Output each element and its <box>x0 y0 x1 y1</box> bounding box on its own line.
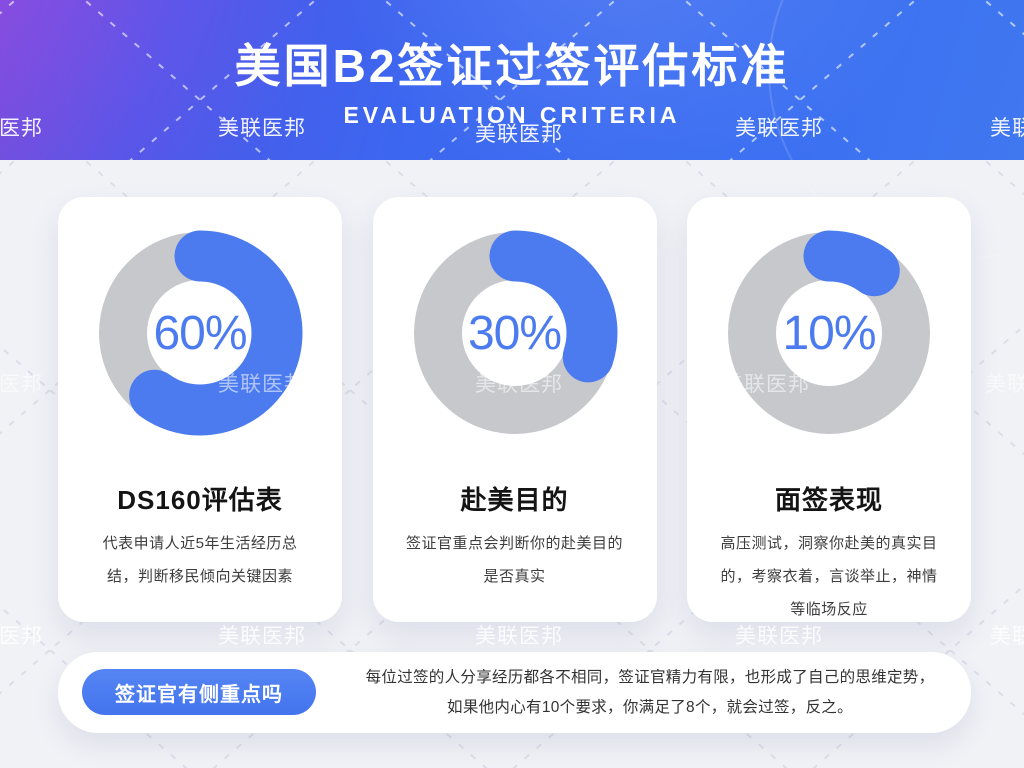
watermark-text: 美联医邦 <box>218 117 306 140</box>
criteria-cards-row: 60% DS160评估表 代表申请人近5年生活经历总结，判断移民倾向关键因素 3… <box>58 197 971 622</box>
watermark-text: 美联医邦 <box>722 373 810 396</box>
donut-svg <box>726 230 932 436</box>
card-description: 高压测试，洞察你赴美的真实目的，考察衣着，言谈举止，神情等临场反应 <box>720 535 938 618</box>
watermark-text: 美联医邦 <box>0 117 43 140</box>
card-interview: 10% 面签表现 高压测试，洞察你赴美的真实目的，考察衣着，言谈举止，神情等临场… <box>687 197 971 622</box>
donut-chart-purpose: 30% <box>412 230 618 436</box>
watermark-text: 美联医邦 <box>735 117 823 140</box>
donut-chart-ds160: 60% <box>97 230 303 436</box>
watermark-text: 美联医邦 <box>735 625 823 648</box>
percent-label: 30% <box>467 306 562 360</box>
donut-arc <box>97 230 303 436</box>
donut-arc <box>412 230 617 436</box>
watermark-text: 美联医邦 <box>475 123 563 146</box>
watermark-text: 美联医邦 <box>985 373 1024 396</box>
footer-note-bar: 签证官有侧重点吗 每位过签的人分享经历都各不相同，签证官精力有限，也形成了自己的… <box>58 652 971 733</box>
card-description: 代表申请人近5年生活经历总结，判断移民倾向关键因素 <box>102 535 298 585</box>
watermark-text: 美联医邦 <box>0 625 43 648</box>
card-purpose: 30% 赴美目的 签证官重点会判断你的赴美目的是否真实 <box>372 197 657 622</box>
card-title: 面签表现 <box>774 485 883 515</box>
card-title: 赴美目的 <box>460 485 569 515</box>
card-description: 签证官重点会判断你的赴美目的是否真实 <box>405 535 623 585</box>
card-ds160: 60% DS160评估表 代表申请人近5年生活经历总结，判断移民倾向关键因素 <box>58 197 342 622</box>
watermark-text: 美联医邦 <box>0 373 43 396</box>
percent-label: 60% <box>153 306 247 360</box>
footer-note-text: 每位过签的人分享经历都各不相同，签证官精力有限，也形成了自己的思维定势，如果他内… <box>365 669 935 716</box>
header-banner: 美国B2签证过签评估标准 EVALUATION CRITERIA 美联医邦 美联… <box>0 0 1024 260</box>
card-title: DS160评估表 <box>117 485 283 515</box>
donut-svg <box>97 230 303 436</box>
page-subtitle: EVALUATION CRITERIA <box>343 102 681 128</box>
watermark-text: 美联医邦 <box>990 625 1024 648</box>
watermark-text: 美联医邦 <box>475 625 563 648</box>
percent-label: 10% <box>782 306 876 360</box>
donut-svg <box>412 230 617 436</box>
page-title: 美国B2签证过签评估标准 <box>234 40 790 92</box>
watermark-text: 美联医邦 <box>475 373 563 396</box>
watermark-text: 美联医邦 <box>218 625 306 648</box>
watermark-text: 美联医邦 <box>218 373 306 396</box>
visa-officer-focus-button[interactable]: 签证官有侧重点吗 <box>82 669 316 715</box>
donut-arc <box>726 230 932 436</box>
donut-chart-interview: 10% <box>726 230 932 436</box>
watermark-text: 美联医邦 <box>990 117 1024 140</box>
